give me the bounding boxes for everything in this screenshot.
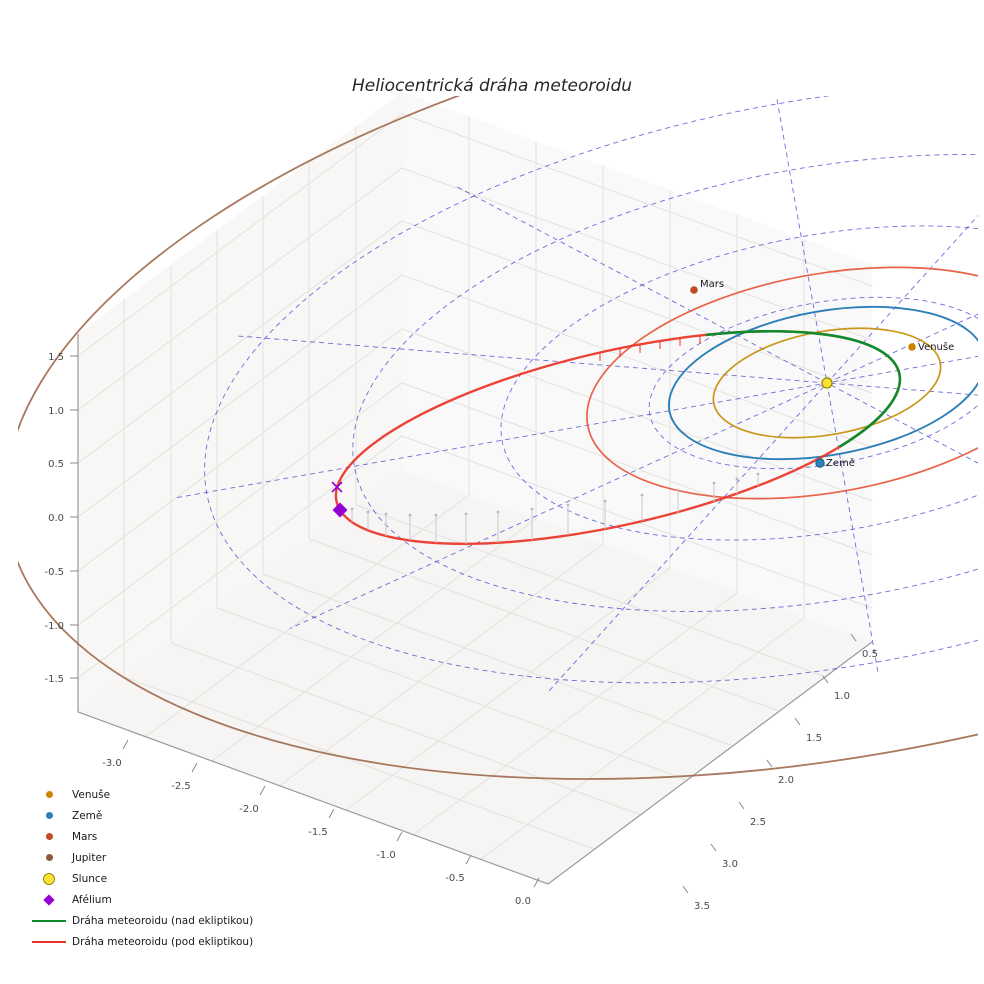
z-tick-label: 0.5 <box>48 459 64 470</box>
sun-icon <box>43 872 55 885</box>
y-tick-label: 2.0 <box>778 775 794 786</box>
legend-item-aphelion: Afélium <box>26 889 253 910</box>
mars-dot-icon <box>45 833 53 840</box>
venus-dot-icon <box>45 791 53 798</box>
legend-item-earth: Země <box>26 805 253 826</box>
legend-item-mars: Mars <box>26 826 253 847</box>
legend-item-label: Afélium <box>72 893 112 906</box>
legend-item-sun: Slunce <box>26 868 253 889</box>
legend-item-orbit-below: Dráha meteoroidu (pod ekliptikou) <box>26 931 253 952</box>
z-tick-label: 1.0 <box>48 406 64 417</box>
chart-title: Heliocentrická dráha meteoroidu <box>351 76 633 96</box>
sun-marker <box>821 377 833 389</box>
aphelion-marker <box>332 502 348 518</box>
earth-orbit <box>657 284 984 481</box>
legend-item-label: Mars <box>72 830 98 843</box>
legend: Venuše Země Mars Jupiter Slunce Afélium … <box>26 784 253 952</box>
mars-marker <box>690 286 698 294</box>
pane-grid <box>77 113 873 861</box>
jupiter-orbit <box>0 0 984 896</box>
legend-item-venus: Venuše <box>26 784 253 805</box>
tick-marks <box>70 355 857 894</box>
legend-item-label: Slunce <box>72 872 108 885</box>
y-tick-label: 3.5 <box>694 901 710 912</box>
legend-item-label: Jupiter <box>72 851 107 864</box>
mars-label: Mars <box>700 279 724 290</box>
x-tick-label: -2.0 <box>239 804 259 815</box>
axes-panes <box>78 92 872 884</box>
x-tick-label: -1.5 <box>308 827 328 838</box>
z-tick-label: -0.5 <box>44 567 64 578</box>
x-tick-label: -3.0 <box>102 758 122 769</box>
x-tick-label: -2.5 <box>171 781 191 792</box>
y-tick-label: 2.5 <box>750 817 766 828</box>
diamond-icon <box>43 893 55 906</box>
x-tick-label: 0.0 <box>515 896 531 907</box>
legend-item-orbit-above: Dráha meteoroidu (nad ekliptikou) <box>26 910 253 931</box>
venus-orbit <box>705 312 949 454</box>
z-tick-label: -1.5 <box>44 674 64 685</box>
mars-orbit <box>569 233 984 533</box>
earth-label: Země <box>826 457 855 469</box>
aphelion-projection-x-marker <box>331 481 343 493</box>
projection-stem-caps <box>350 472 760 517</box>
legend-item-label: Země <box>72 809 103 822</box>
z-tick-label: -1.0 <box>44 621 64 632</box>
meteoroid-orbit-above-ecliptic <box>706 296 932 461</box>
y-tick-label: 0.5 <box>862 649 878 660</box>
legend-item-label: Dráha meteoroidu (pod ekliptikou) <box>72 935 254 948</box>
legend-item-jupiter: Jupiter <box>26 847 253 868</box>
venus-label: Venuše <box>918 341 954 353</box>
earth-dot-icon <box>45 812 53 819</box>
red-line-icon <box>32 940 66 943</box>
z-tick-label: 1.5 <box>48 352 64 363</box>
y-tick-label: 1.5 <box>806 733 822 744</box>
legend-item-label: Venuše <box>72 788 111 801</box>
jupiter-dot-icon <box>45 854 53 861</box>
earth-marker <box>815 458 825 468</box>
z-tick-label: 0.0 <box>48 513 64 524</box>
x-tick-label: -0.5 <box>445 873 465 884</box>
green-line-icon <box>32 919 66 922</box>
y-tick-label: 3.0 <box>722 859 738 870</box>
projection-stems <box>351 474 759 544</box>
axis-spines <box>77 334 873 885</box>
legend-item-label: Dráha meteoroidu (nad ekliptikou) <box>72 914 254 927</box>
y-tick-label: 1.0 <box>834 691 850 702</box>
venus-marker <box>908 343 916 351</box>
red-projection-ticks <box>599 336 701 361</box>
x-tick-label: -1.0 <box>376 850 396 861</box>
